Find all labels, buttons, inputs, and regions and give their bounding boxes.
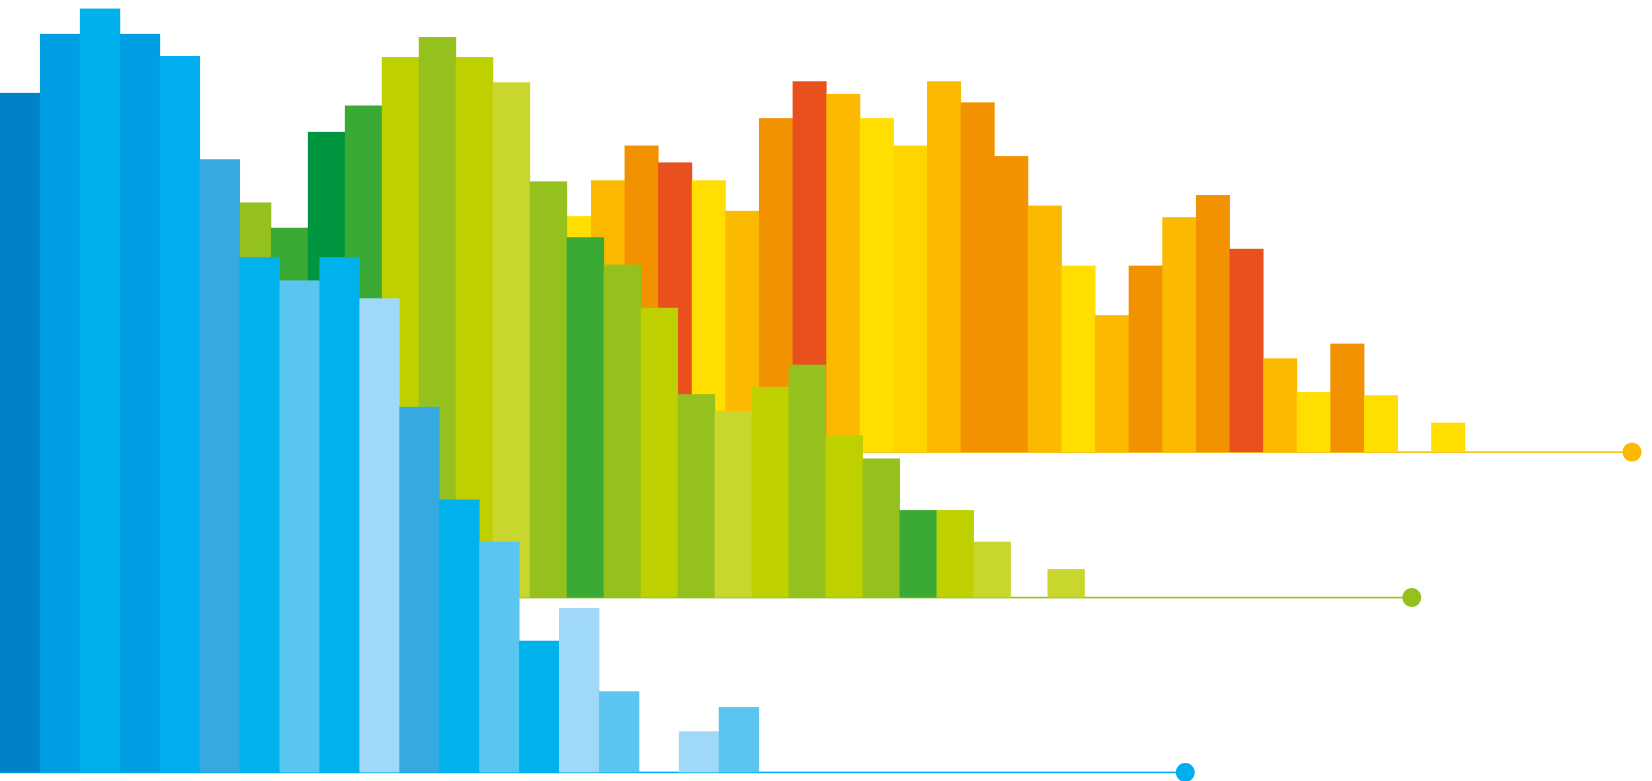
bar: [1363, 395, 1398, 453]
bar: [1229, 248, 1264, 453]
bar: [0, 92, 41, 773]
bar: [1061, 265, 1096, 453]
bar: [1128, 265, 1163, 453]
bar: [1330, 343, 1365, 453]
bar: [927, 81, 962, 453]
bar: [1296, 392, 1331, 453]
bar: [119, 33, 161, 773]
bar: [825, 435, 863, 598]
bar: [559, 608, 600, 773]
bar: [973, 541, 1011, 598]
bar: [492, 82, 531, 598]
bar: [751, 386, 790, 598]
bar: [359, 298, 400, 773]
bar: [239, 257, 280, 773]
bar: [566, 237, 605, 598]
bar: [603, 264, 642, 598]
bar: [1027, 205, 1062, 453]
bar: [1047, 569, 1085, 598]
bar: [640, 307, 679, 598]
bar: [439, 499, 480, 773]
bar: [159, 55, 201, 773]
bar: [1431, 422, 1466, 453]
bar: [826, 93, 861, 453]
bar: [862, 458, 900, 598]
bar: [1095, 315, 1130, 453]
bar: [960, 102, 995, 453]
bar: [859, 118, 894, 453]
bar: [718, 707, 760, 773]
bar: [788, 364, 826, 598]
bar: [319, 257, 360, 773]
bar: [677, 394, 716, 598]
bar: [598, 691, 640, 773]
bar: [678, 731, 720, 773]
bar: [199, 159, 241, 773]
bar: [1195, 195, 1230, 453]
bar: [399, 406, 440, 773]
baseline-dot: [1622, 442, 1642, 462]
bar: [1263, 358, 1298, 453]
bar: [1162, 217, 1197, 453]
bar: [279, 280, 320, 773]
bar: [893, 145, 928, 453]
baseline-dot: [1175, 762, 1195, 781]
baseline-dot: [1402, 588, 1422, 608]
bar: [39, 33, 81, 773]
bar: [714, 411, 753, 598]
bar: [529, 181, 568, 598]
bar: [994, 156, 1029, 453]
bar: [479, 541, 520, 773]
bar: [79, 8, 121, 773]
bar: [936, 510, 974, 598]
bar: [519, 640, 560, 773]
bar: [899, 510, 937, 598]
